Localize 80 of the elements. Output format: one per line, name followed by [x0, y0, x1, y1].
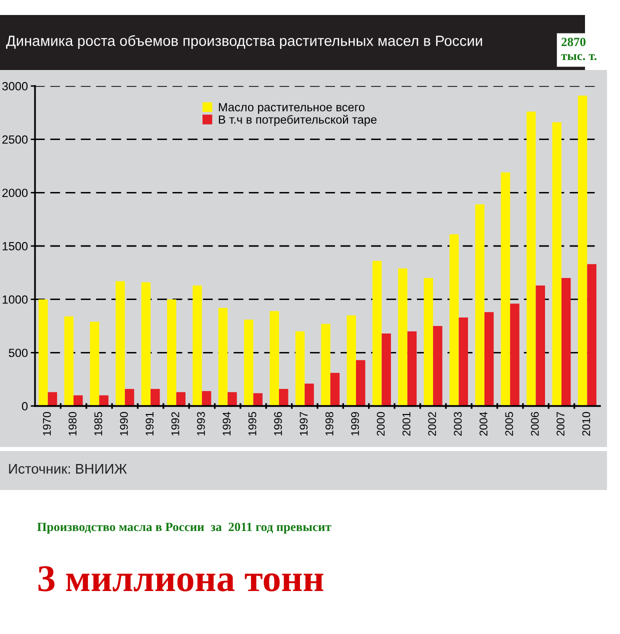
bar [48, 392, 58, 406]
y-tick-label: 1500 [2, 242, 28, 250]
y-tick-label: 2000 [2, 188, 28, 198]
bar [587, 264, 596, 406]
x-tick-label: 1980 [68, 412, 77, 436]
bar [458, 317, 468, 406]
bar [552, 122, 562, 406]
x-tick-label: 1990 [120, 412, 128, 436]
x-tick-label: 1991 [146, 412, 154, 436]
chart-title: Динамика роста объемов производства растительных масел в России [6, 35, 482, 49]
x-tick-label: 1970 [42, 412, 51, 436]
bar [484, 312, 494, 406]
x-tick-label: 1995 [248, 412, 256, 436]
x-tick-label: 1996 [274, 412, 282, 436]
x-tick-label: 2006 [530, 412, 539, 436]
bar [202, 391, 212, 406]
bar [167, 299, 176, 406]
bar [330, 372, 340, 406]
bar [218, 308, 228, 406]
bar [278, 388, 288, 406]
x-tick-label: 1997 [300, 412, 308, 436]
bar [244, 320, 254, 406]
x-tick-label: 1985 [94, 412, 102, 436]
bar [253, 393, 263, 406]
x-tick-label: 2001 [402, 412, 410, 436]
x-tick-label: 2010 [582, 412, 590, 436]
x-tick-label: 2000 [376, 412, 385, 436]
legend-label: Масло растительное всего [218, 103, 364, 114]
bar [90, 322, 100, 406]
bar [398, 268, 408, 406]
bar [561, 278, 571, 406]
bar [382, 333, 391, 406]
bar [433, 326, 442, 406]
bar [372, 260, 382, 406]
bar [304, 384, 314, 406]
x-tick-label: 1999 [351, 412, 360, 436]
x-tick-label: 2003 [454, 412, 462, 436]
text: Источник: ВНИИЖ [9, 464, 127, 474]
bar [116, 281, 125, 406]
x-tick-label: 1998 [325, 412, 334, 436]
y-tick-label: 3000 [2, 82, 28, 90]
bar [321, 324, 330, 406]
bar [346, 315, 356, 406]
bar [124, 388, 134, 406]
bar [424, 278, 434, 406]
bar [295, 331, 305, 406]
y-tick-label: 1000 [2, 295, 28, 304]
bar [99, 395, 108, 406]
bar [407, 331, 417, 406]
bar [270, 311, 279, 406]
bar [450, 234, 459, 406]
bar [150, 388, 160, 406]
x-tick-label: 1993 [197, 412, 205, 436]
bar [510, 304, 520, 406]
bar [176, 392, 186, 406]
legend-label: В т.ч в потребительской таре [218, 114, 377, 126]
bar [356, 360, 366, 406]
bar [38, 299, 48, 406]
text: Производство масла в России за 2011 год превысит [37, 522, 332, 534]
x-tick-label: 1992 [171, 412, 180, 436]
bar [64, 316, 74, 406]
x-tick-label: 2002 [428, 412, 436, 436]
y-tick-label: 2500 [2, 135, 28, 144]
x-tick-label: 1994 [222, 412, 231, 436]
bar [74, 395, 83, 406]
text: 2870 тыс. т. [561, 38, 596, 60]
bar [141, 282, 151, 406]
bar [500, 172, 510, 406]
bar [578, 96, 588, 406]
bar [536, 285, 546, 406]
x-tick-label: 2005 [505, 412, 514, 436]
y-tick-label: 0 [22, 402, 28, 410]
x-tick-label: 2004 [480, 412, 488, 436]
bar [192, 285, 202, 406]
text: 3 миллиона тонн [38, 566, 324, 592]
bar [228, 392, 237, 406]
bar [526, 112, 536, 406]
bar [475, 204, 484, 406]
y-tick-label: 500 [8, 348, 28, 358]
x-tick-label: 2007 [556, 412, 564, 436]
